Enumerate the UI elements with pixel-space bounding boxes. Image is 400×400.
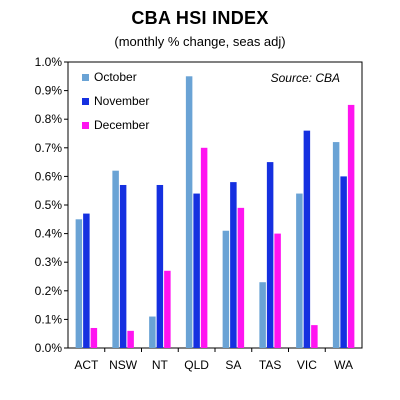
bar-december-nt xyxy=(164,270,171,348)
x-tick-label: QLD xyxy=(184,358,209,372)
bar-december-nsw xyxy=(127,330,134,348)
bar-october-sa xyxy=(222,230,230,348)
bar-december-tas xyxy=(274,233,281,348)
y-tick-label: 0.1% xyxy=(35,312,63,326)
bar-october-qld xyxy=(185,76,193,349)
bar-november-sa xyxy=(230,182,237,348)
bar-october-vic xyxy=(296,193,303,348)
bar-december-vic xyxy=(311,325,318,348)
bar-november-tas xyxy=(266,162,274,348)
chart-subtitle: (monthly % change, seas adj) xyxy=(114,34,286,49)
bar-november-nt xyxy=(156,184,164,348)
x-tick-label: NSW xyxy=(109,358,138,372)
y-tick-label: 0.2% xyxy=(35,284,63,298)
legend-label: December xyxy=(94,118,149,132)
y-tick-label: 0.3% xyxy=(35,255,63,269)
y-tick-label: 0.7% xyxy=(35,141,63,155)
y-tick-label: 1.0% xyxy=(35,55,63,69)
bar-november-wa xyxy=(340,176,347,348)
y-tick-label: 0.8% xyxy=(35,112,63,126)
y-tick-label: 0.5% xyxy=(35,198,63,212)
y-tick-label: 0.6% xyxy=(35,169,63,183)
legend-swatch xyxy=(82,122,89,129)
bar-october-tas xyxy=(259,282,266,348)
bar-december-qld xyxy=(200,147,208,348)
x-tick-label: TAS xyxy=(259,358,281,372)
bar-october-wa xyxy=(332,142,340,348)
bar-november-nsw xyxy=(119,184,127,348)
legend-swatch xyxy=(82,98,89,105)
source-note: Source: CBA xyxy=(271,71,340,85)
legend-swatch xyxy=(82,74,89,81)
bar-october-nt xyxy=(149,316,156,348)
x-tick-label: NT xyxy=(152,358,169,372)
bar-october-act xyxy=(75,219,83,348)
legend-label: November xyxy=(94,94,149,108)
bar-october-nsw xyxy=(112,170,119,348)
x-tick-label: SA xyxy=(225,358,241,372)
y-tick-label: 0.9% xyxy=(35,84,63,98)
legend-label: October xyxy=(94,70,137,84)
bar-november-vic xyxy=(303,130,311,348)
bar-december-act xyxy=(90,327,98,348)
bar-december-wa xyxy=(347,104,355,349)
y-tick-label: 0.4% xyxy=(35,227,63,241)
x-tick-label: WA xyxy=(334,358,353,372)
x-tick-label: VIC xyxy=(297,358,317,372)
chart-title: CBA HSI INDEX xyxy=(131,8,269,28)
y-tick-label: 0.0% xyxy=(35,341,63,355)
bar-december-sa xyxy=(237,207,245,348)
bar-november-act xyxy=(83,213,90,348)
bar-november-qld xyxy=(193,193,200,348)
x-tick-label: ACT xyxy=(74,358,99,372)
